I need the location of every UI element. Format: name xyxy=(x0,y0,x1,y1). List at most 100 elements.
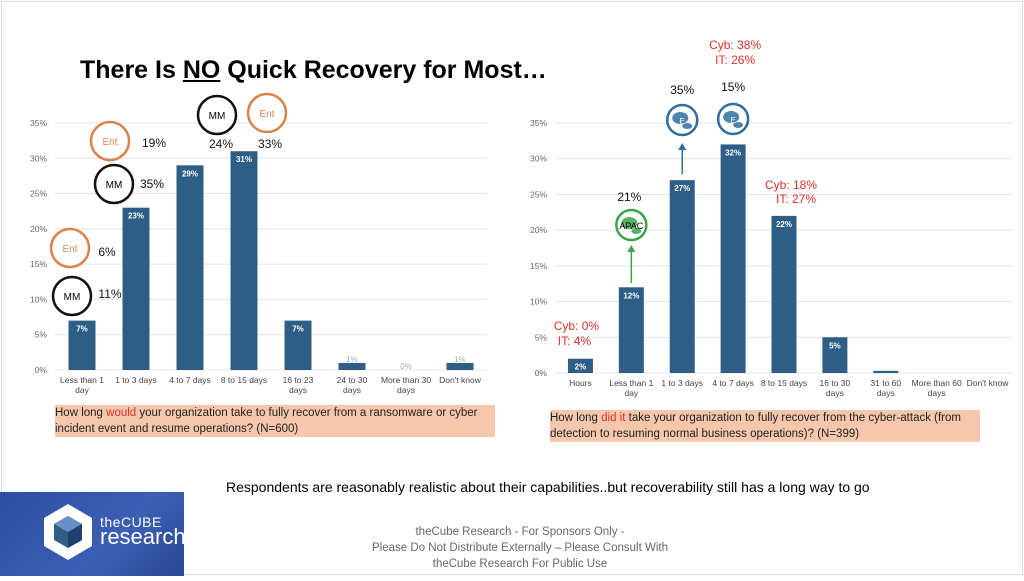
annotation-value: 19% xyxy=(142,136,166,150)
x-tick-label: 16 to 30 xyxy=(820,378,851,388)
footer-notice: theCube Research - For Sponsors Only - P… xyxy=(330,524,710,572)
globe-landmass xyxy=(723,111,740,123)
badge-label: MM xyxy=(64,292,81,303)
bar xyxy=(669,180,695,373)
arrowhead-euro xyxy=(678,143,687,150)
x-tick-label: Hours xyxy=(569,378,592,388)
globe-landmass xyxy=(672,112,689,124)
bar-value-label: 7% xyxy=(76,325,88,334)
x-tick-label: Less than 1 xyxy=(60,375,104,385)
footer-line-1: theCube Research - For Sponsors Only - xyxy=(415,526,625,538)
bar-value-label: 1% xyxy=(346,355,358,364)
bar-value-label: 12% xyxy=(623,291,639,300)
y-tick-label: 20% xyxy=(530,225,547,235)
badge-label: MM xyxy=(106,180,123,191)
x-tick-label: 31 to 60 xyxy=(870,378,901,388)
badge-label: Ent xyxy=(62,244,77,255)
q2-highlight: did it xyxy=(601,412,626,424)
title-pre: There Is xyxy=(80,56,183,84)
annotation-red: IT: 26% xyxy=(715,53,755,67)
y-tick-label: 10% xyxy=(30,294,47,304)
logo-text-top: theCUBE xyxy=(100,514,162,530)
x-tick-label: 24 to 30 xyxy=(337,375,368,385)
x-tick-label: Don't know xyxy=(439,375,482,385)
y-tick-label: 5% xyxy=(35,330,48,340)
bar xyxy=(771,215,797,373)
bar-value-label: 2% xyxy=(575,363,587,372)
badge-label: Ent xyxy=(102,137,117,148)
bar xyxy=(284,320,312,370)
globe-landmass xyxy=(733,122,744,128)
globe-label: E xyxy=(730,116,735,125)
bar xyxy=(122,207,150,370)
annotation-value: 24% xyxy=(209,137,233,151)
globe-landmass xyxy=(631,228,642,234)
x-tick-label: days xyxy=(289,385,307,395)
x-tick-label: 4 to 7 days xyxy=(169,375,211,385)
annotation-value: 21% xyxy=(617,190,641,204)
slide-title: There Is NO Quick Recovery for Most… xyxy=(80,56,547,85)
x-tick-label: days xyxy=(928,388,946,398)
annotation-value: 6% xyxy=(98,245,116,259)
bar-value-label: 27% xyxy=(674,184,690,193)
bar-value-label: 29% xyxy=(182,169,198,178)
y-tick-label: 15% xyxy=(30,259,47,269)
x-tick-label: days xyxy=(397,385,415,395)
footer-line-3: theCube Research For Public Use xyxy=(432,558,608,570)
bar-value-label: 32% xyxy=(725,148,741,157)
annotation-value: 15% xyxy=(721,80,745,94)
globe-landmass xyxy=(621,217,638,229)
bar xyxy=(446,362,474,370)
annotation-red: IT: 27% xyxy=(776,192,816,206)
y-tick-label: 0% xyxy=(35,365,48,375)
mm-badge xyxy=(196,94,238,136)
bar xyxy=(176,165,204,370)
bar xyxy=(338,362,366,370)
x-tick-label: 8 to 15 days xyxy=(761,378,807,388)
x-tick-label: Don't know xyxy=(967,378,1010,388)
annotation-value: 35% xyxy=(670,83,694,97)
logo-text-bottom: research xyxy=(100,524,186,549)
y-tick-label: 35% xyxy=(530,118,547,128)
bar-value-label: 1% xyxy=(454,355,466,364)
question-1: How long would your organization take to… xyxy=(55,405,495,437)
y-tick-label: 0% xyxy=(535,368,548,378)
annotation-value: 35% xyxy=(140,177,164,191)
q2-post: take your organization to fully recover … xyxy=(550,412,961,440)
annotation-value: 33% xyxy=(258,137,282,151)
title-post: Quick Recovery for Most… xyxy=(220,56,547,84)
badge-label: Ent xyxy=(259,109,274,120)
bar xyxy=(720,144,746,373)
x-tick-label: More than 30 xyxy=(381,375,431,385)
y-tick-label: 30% xyxy=(30,153,47,163)
bar-value-label: 31% xyxy=(236,155,252,164)
x-tick-label: 4 to 7 days xyxy=(712,378,754,388)
bar-value-label: 22% xyxy=(776,220,792,229)
x-tick-label: 1 to 3 days xyxy=(115,375,157,385)
ent-badge xyxy=(246,92,288,134)
x-tick-label: day xyxy=(75,385,89,395)
x-tick-label: 8 to 15 days xyxy=(221,375,267,385)
q2-pre: How long xyxy=(550,412,602,424)
x-tick-label: days xyxy=(343,385,361,395)
bar xyxy=(68,320,96,370)
annotation-red: Cyb: 18% xyxy=(765,178,817,192)
y-tick-label: 30% xyxy=(530,154,547,164)
y-tick-label: 20% xyxy=(30,224,47,234)
bar-value-label: 23% xyxy=(128,212,144,221)
x-tick-label: 1 to 3 days xyxy=(661,378,703,388)
badge-label: MM xyxy=(209,111,226,122)
ent-badge xyxy=(89,120,131,162)
x-tick-label: days xyxy=(826,388,844,398)
annotation-red: Cyb: 38% xyxy=(709,38,761,52)
x-tick-label: days xyxy=(877,388,895,398)
bar xyxy=(822,337,848,373)
bar-value-label: 0% xyxy=(400,362,412,371)
question-2: How long did it take your organization t… xyxy=(550,410,980,442)
y-tick-label: 5% xyxy=(535,332,548,342)
globe-landmass xyxy=(682,123,693,129)
bar-value-label: 7% xyxy=(292,325,304,334)
annotation-red: IT: 4% xyxy=(558,334,592,348)
